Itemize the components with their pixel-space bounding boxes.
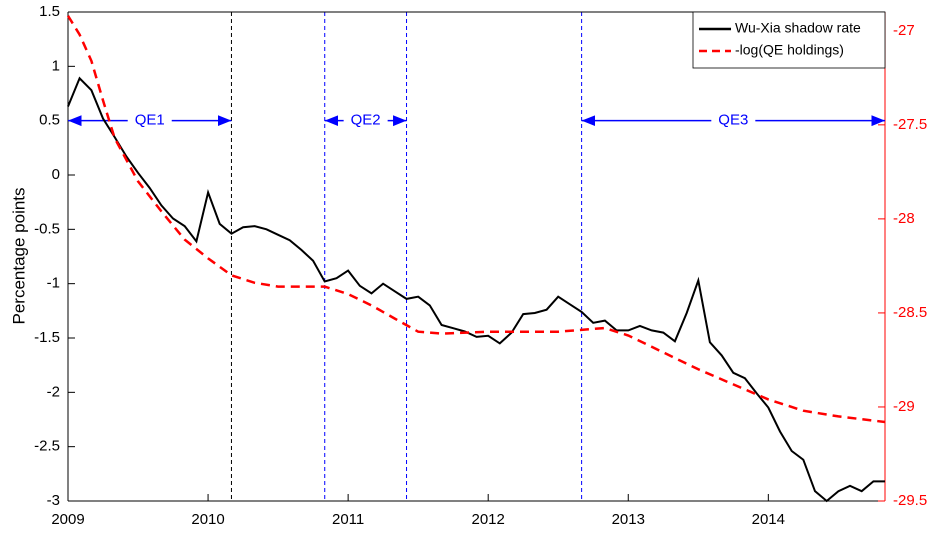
y-tick-label: -0.5: [34, 220, 60, 237]
y-axis-label: Percentage points: [9, 187, 28, 324]
series-line: [66, 15, 886, 424]
qe-label-bg: [127, 110, 172, 131]
qe-label-bg: [343, 110, 388, 131]
qe-label-bg: [711, 110, 756, 131]
y-tick-label: 1.5: [39, 3, 60, 20]
y2-tick-label: -28: [893, 210, 915, 227]
legend-box: [692, 11, 886, 69]
legend-label: -log(QE holdings): [735, 42, 844, 58]
qe-label: QE3: [718, 112, 748, 129]
x-tick-label: 2014: [752, 511, 785, 528]
y-tick-label: 1: [52, 57, 60, 74]
qe-label: QE2: [351, 112, 381, 129]
x-tick-label: 2012: [472, 511, 505, 528]
y-tick-label: 0: [52, 166, 60, 183]
x-tick-label: 2013: [612, 511, 645, 528]
y-tick-label: 0.5: [39, 112, 60, 129]
x-tick-label: 2010: [191, 511, 224, 528]
series-line: [67, 76, 885, 503]
y-tick-label: -2.5: [34, 438, 60, 455]
qe-label: QE1: [135, 112, 165, 129]
y2-tick-label: -29: [893, 398, 915, 415]
y-tick-label: -1: [47, 275, 60, 292]
y2-tick-label: -28.5: [893, 304, 927, 321]
y-tick-label: -3: [47, 492, 60, 509]
y-tick-label: -2: [47, 383, 60, 400]
y2-tick-label: -29.5: [893, 492, 927, 509]
legend-label: Wu-Xia shadow rate: [735, 20, 861, 36]
y-tick-label: -1.5: [34, 329, 60, 346]
y2-tick-label: -27: [893, 22, 915, 39]
y2-tick-label: -27.5: [893, 116, 927, 133]
x-tick-label: 2011: [332, 511, 364, 528]
x-tick-label: 2009: [51, 511, 84, 528]
